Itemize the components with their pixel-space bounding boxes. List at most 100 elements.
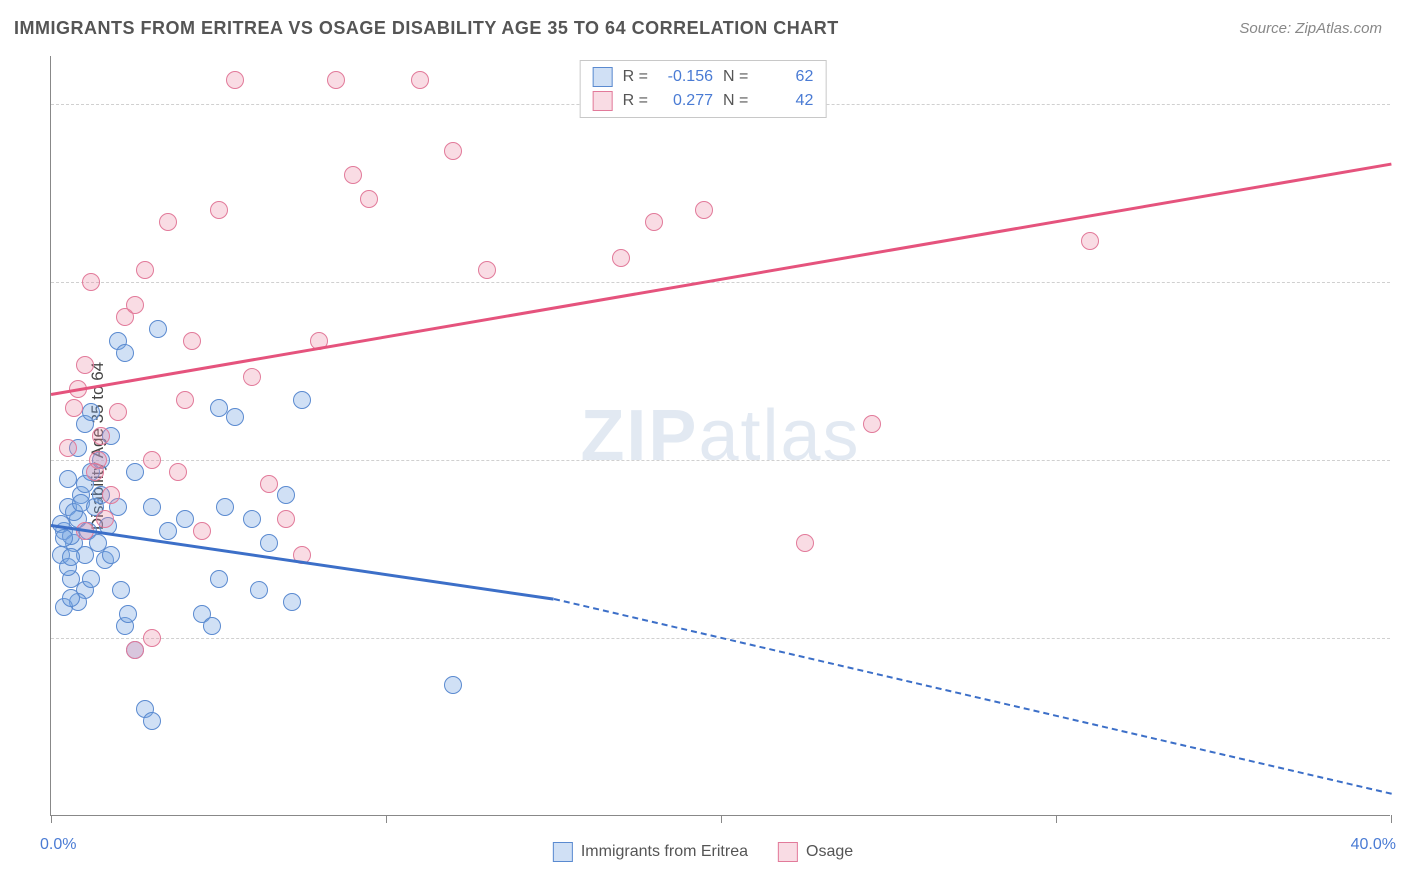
data-point [283,593,301,611]
data-point [59,439,77,457]
data-point [260,534,278,552]
data-point [62,548,80,566]
data-point [126,641,144,659]
data-point [796,534,814,552]
data-point [119,605,137,623]
n-value-series2: 42 [758,92,813,110]
data-point [243,510,261,528]
legend-row-series1: R = -0.156 N = 62 [589,65,818,89]
r-value-series2: 0.277 [658,92,713,110]
plot-area: ZIPatlas 7.5%15.0%22.5%30.0% [50,56,1390,816]
gridline [51,282,1390,283]
watermark-bold: ZIP [580,396,698,476]
data-point [243,368,261,386]
legend-row-series2: R = 0.277 N = 42 [589,89,818,113]
data-point [226,71,244,89]
correlation-legend: R = -0.156 N = 62 R = 0.277 N = 42 [580,60,827,118]
data-point [82,570,100,588]
data-point [176,391,194,409]
data-point [216,498,234,516]
data-point [183,332,201,350]
data-point [344,166,362,184]
data-point [102,486,120,504]
data-point [203,617,221,635]
data-point [59,470,77,488]
data-point [109,403,127,421]
data-point [360,190,378,208]
data-point [62,589,80,607]
data-point [176,510,194,528]
r-label: R = [623,68,648,86]
source-attribution: Source: ZipAtlas.com [1239,20,1382,37]
y-tick-label: 22.5% [1400,273,1406,291]
data-point [65,399,83,417]
data-point [277,510,295,528]
data-point [210,201,228,219]
swatch-series2 [593,91,613,111]
n-label: N = [723,92,748,110]
y-tick-label: 7.5% [1400,629,1406,647]
y-tick-label: 15.0% [1400,451,1406,469]
source-label: Source: [1239,20,1295,37]
legend-item-series1: Immigrants from Eritrea [553,842,748,862]
data-point [102,546,120,564]
x-tick [1391,815,1392,823]
legend-label-series2: Osage [806,843,853,861]
r-value-series1: -0.156 [658,68,713,86]
gridline [51,460,1390,461]
x-tick [386,815,387,823]
data-point [250,581,268,599]
data-point [327,71,345,89]
data-point [478,261,496,279]
swatch-series1 [593,67,613,87]
y-tick-label: 30.0% [1400,95,1406,113]
data-point [143,451,161,469]
data-point [92,427,110,445]
trendline [51,163,1391,396]
x-tick [1056,815,1057,823]
data-point [645,213,663,231]
data-point [444,142,462,160]
x-max-label: 40.0% [1351,836,1396,854]
data-point [96,510,114,528]
chart-title: IMMIGRANTS FROM ERITREA VS OSAGE DISABIL… [14,18,839,39]
legend-label-series1: Immigrants from Eritrea [581,843,748,861]
x-tick [721,815,722,823]
data-point [1081,232,1099,250]
data-point [116,344,134,362]
data-point [193,522,211,540]
x-tick [51,815,52,823]
data-point [126,463,144,481]
data-point [169,463,187,481]
data-point [159,522,177,540]
swatch-series2-bottom [778,842,798,862]
data-point [136,261,154,279]
data-point [82,403,100,421]
r-label: R = [623,92,648,110]
source-value: ZipAtlas.com [1295,20,1382,37]
series-legend: Immigrants from Eritrea Osage [553,842,853,862]
correlation-chart: IMMIGRANTS FROM ERITREA VS OSAGE DISABIL… [0,0,1406,892]
data-point [86,463,104,481]
data-point [293,391,311,409]
data-point [76,356,94,374]
x-min-label: 0.0% [40,836,76,854]
data-point [143,629,161,647]
data-point [210,570,228,588]
data-point [82,273,100,291]
data-point [695,201,713,219]
data-point [863,415,881,433]
data-point [143,712,161,730]
data-point [411,71,429,89]
data-point [612,249,630,267]
legend-item-series2: Osage [778,842,853,862]
data-point [159,213,177,231]
data-point [260,475,278,493]
data-point [444,676,462,694]
data-point [112,581,130,599]
n-label: N = [723,68,748,86]
data-point [55,529,73,547]
data-point [277,486,295,504]
watermark: ZIPatlas [580,395,860,477]
data-point [210,399,228,417]
